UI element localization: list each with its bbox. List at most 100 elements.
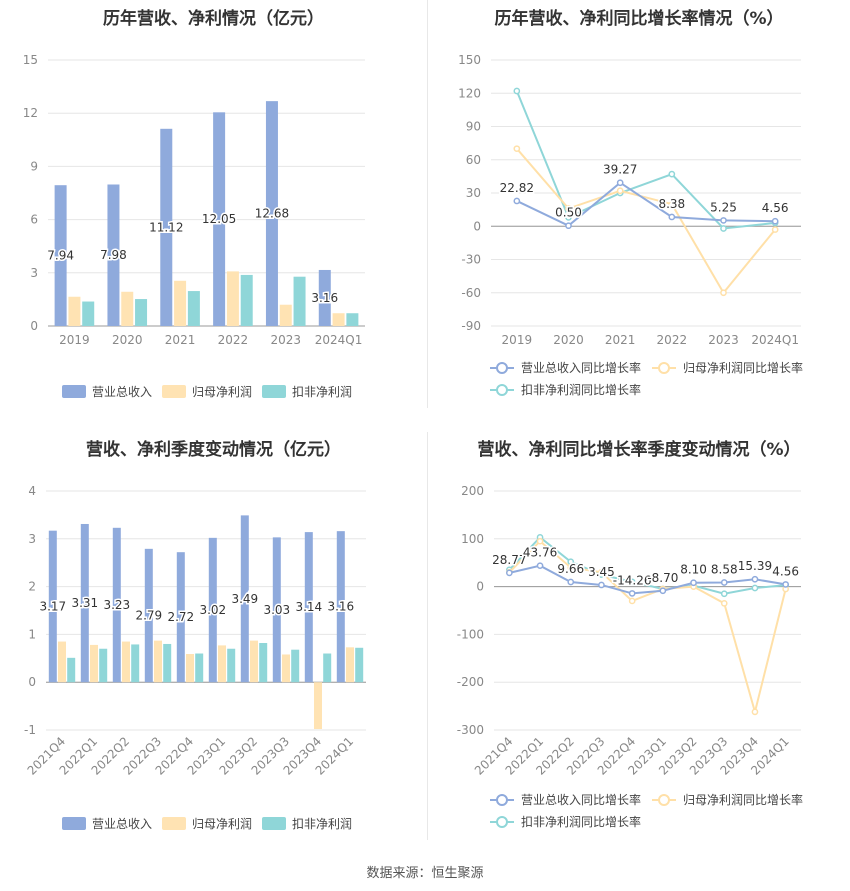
bar-parent-profit: [174, 280, 187, 326]
legend-swatch: [262, 817, 286, 830]
data-point: [567, 564, 575, 571]
data-label: 22.82: [500, 181, 534, 195]
annual-growth-rate-chart: 历年营收、净利同比增长率情况（%） 150 120 90 60 30 0 -30 -60 -90…: [428, 0, 850, 420]
quarterly-line-chart-svg: 2001000-100-200-3002021Q42022Q12022Q2202…: [457, 484, 803, 829]
series-line-revenue-growth: [509, 564, 786, 595]
data-label: 12.05: [202, 212, 236, 226]
y-tick-label: 1: [28, 627, 36, 641]
legend-marker: [496, 384, 508, 396]
bar-revenue: [272, 537, 281, 683]
data-label: 3.17: [39, 599, 66, 613]
legend-label: 扣非净利润: [292, 385, 352, 399]
bar-deducted-profit: [293, 276, 306, 326]
bar-deducted-profit: [131, 644, 140, 683]
legend-label: 归母净利润同比增长率: [683, 360, 803, 375]
y-tick-label: 9: [30, 159, 38, 173]
x-tick-label: 2021: [605, 333, 636, 347]
legend-swatch: [262, 385, 286, 398]
y-tick-label: 120: [458, 86, 481, 100]
legend-label: 扣非净利润同比增长率: [521, 382, 641, 397]
data-point: [565, 205, 572, 212]
legend-label: 归母净利润同比增长率: [683, 792, 803, 807]
data-point: [751, 575, 759, 583]
bar-deducted-profit: [240, 274, 253, 326]
bar-revenue: [208, 537, 217, 683]
bar-parent-profit: [250, 640, 258, 683]
y-tick-label: -200: [457, 675, 484, 689]
data-label: 3.49: [231, 592, 258, 606]
bar-parent-profit: [122, 641, 130, 683]
y-tick-label: 0: [28, 675, 36, 689]
y-tick-label: 15: [23, 53, 38, 67]
data-point: [628, 597, 636, 605]
bar-deducted-profit: [163, 643, 172, 683]
data-point: [771, 217, 779, 225]
y-tick-label: 3: [30, 266, 38, 280]
bar-revenue: [176, 552, 185, 683]
data-point: [690, 579, 697, 587]
data-label: 8.58: [711, 562, 738, 576]
bar-parent-profit: [226, 271, 239, 326]
bar-parent-profit: [186, 653, 194, 683]
legend-label: 营业总收入: [92, 385, 152, 399]
data-label: 3.31: [71, 596, 98, 610]
x-tick-label: 2021: [165, 333, 196, 347]
bar-revenue: [336, 531, 345, 683]
data-point: [720, 225, 727, 232]
bar-revenue: [240, 515, 249, 683]
data-label: 3.23: [103, 598, 130, 612]
y-tick-label: 0: [476, 580, 484, 594]
legend-label: 营业总收入同比增长率: [521, 792, 641, 807]
vertical-divider-top: [427, 0, 428, 408]
y-tick-label: 3: [28, 532, 36, 546]
data-point: [659, 587, 667, 595]
data-point: [506, 569, 513, 577]
chart-title: 历年营收、净利同比增长率情况（%）: [494, 9, 784, 29]
data-label: 4.56: [772, 564, 799, 578]
bar-parent-profit: [90, 644, 98, 683]
legend-marker: [658, 362, 670, 374]
bar-revenue: [48, 530, 57, 683]
data-point: [565, 214, 572, 221]
data-label: 28.77: [492, 553, 526, 567]
bar-revenue: [112, 527, 121, 683]
data-point: [668, 200, 676, 208]
series-line-deducted-profit-growth: [508, 536, 786, 595]
y-tick-label: -100: [457, 627, 484, 641]
y-tick-label: 12: [23, 106, 38, 120]
data-label: -8.70: [647, 571, 678, 585]
quarterly-revenue-profit-chart: 营收、净利季度变动情况（亿元） 4 3 2 1 0 -1 2021Q4 2022Q1 2022Q…: [0, 430, 427, 850]
data-label: 11.12: [149, 220, 183, 234]
x-tick-label: 2019: [59, 333, 90, 347]
x-tick-label: 2024Q1: [751, 333, 799, 347]
data-source-note: 数据来源：恒生聚源: [366, 866, 484, 881]
bar-parent-profit: [218, 645, 226, 683]
bar-deducted-profit: [187, 291, 200, 326]
y-tick-label: -300: [457, 723, 484, 737]
bar-parent-profit: [332, 313, 345, 326]
data-label: 7.94: [47, 249, 74, 263]
data-point: [668, 170, 676, 178]
chart-title: 营收、净利季度变动情况（亿元）: [86, 440, 341, 460]
data-point: [616, 187, 624, 195]
data-point: [668, 213, 676, 221]
y-tick-label: 150: [458, 53, 481, 67]
bar-revenue: [213, 112, 226, 327]
y-tick-label: -60: [461, 286, 481, 300]
bar-parent-profit: [282, 654, 290, 683]
chart-title: 历年营收、净利情况（亿元）: [103, 9, 324, 29]
bar-deducted-profit: [355, 647, 364, 683]
y-tick-label: 0: [473, 219, 481, 233]
bar-revenue: [304, 532, 313, 683]
data-label: 9.66: [557, 562, 584, 576]
bar-parent-profit: [314, 682, 322, 730]
y-tick-label: 0: [30, 319, 38, 333]
series-line-deducted-profit-growth: [515, 90, 776, 230]
bar-parent-profit: [121, 291, 134, 326]
legend-label: 营业总收入同比增长率: [521, 360, 641, 375]
x-tick-label: 2019: [502, 333, 533, 347]
data-point: [536, 537, 544, 545]
data-point: [751, 708, 759, 716]
data-label: 3.16: [327, 600, 354, 614]
annual-revenue-profit-chart: 历年营收、净利情况（亿元） 15 12 9 6 3 0 2019 2020 2021 2022 20…: [0, 0, 427, 420]
